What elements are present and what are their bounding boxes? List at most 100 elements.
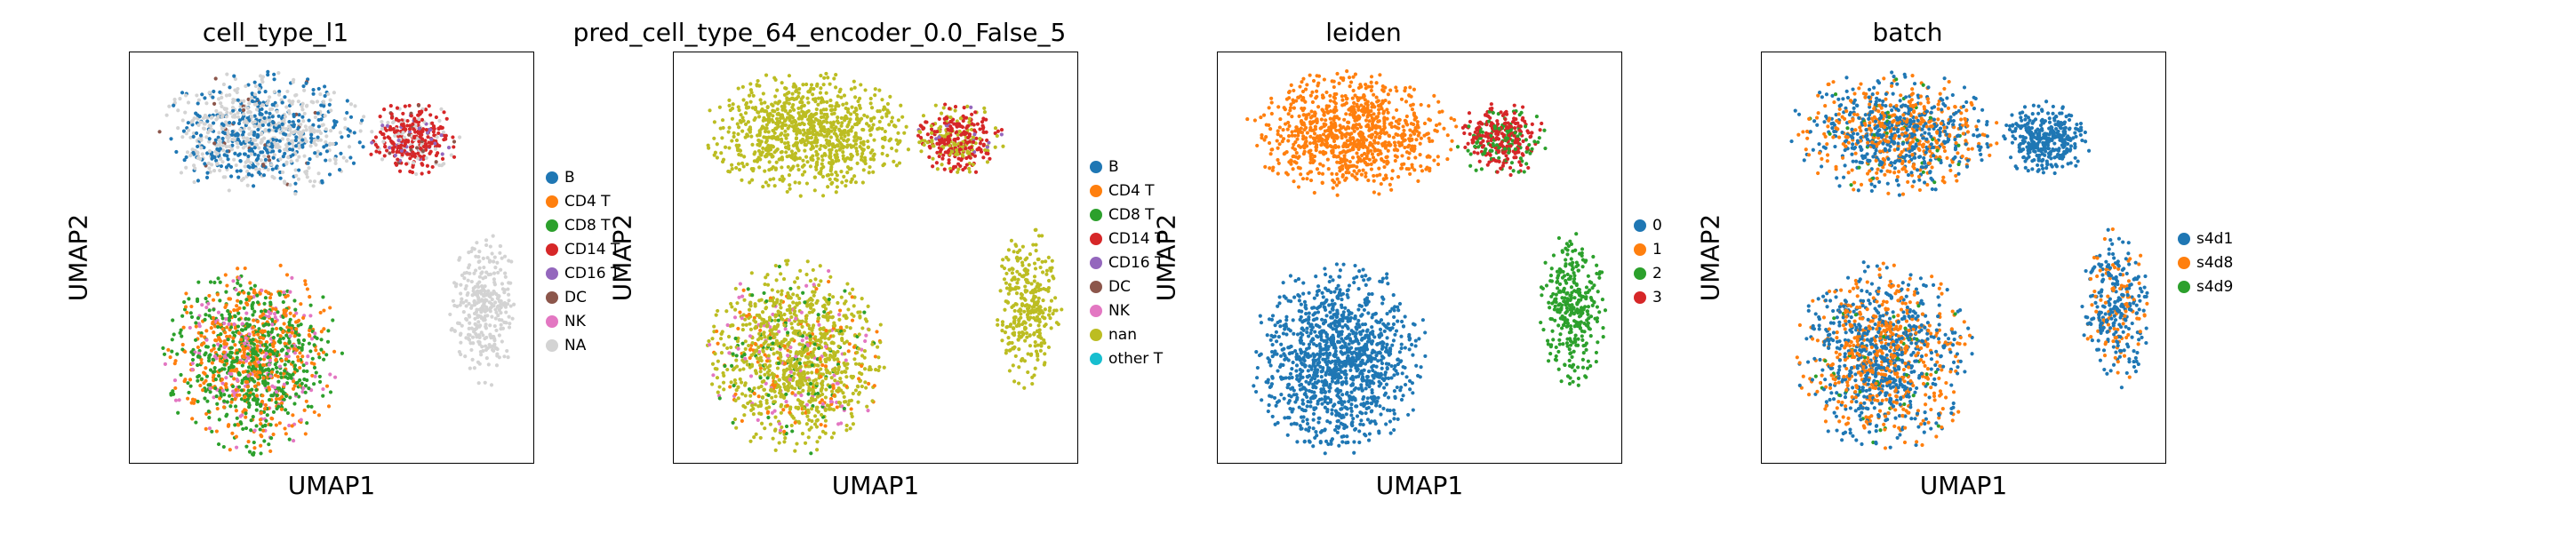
- data-point: [269, 436, 274, 441]
- data-point: [348, 155, 353, 160]
- data-point: [929, 135, 933, 139]
- data-point: [844, 375, 849, 379]
- data-point: [771, 103, 775, 107]
- data-point: [960, 145, 964, 149]
- data-point: [327, 142, 332, 147]
- data-point: [1012, 379, 1017, 384]
- data-point: [225, 110, 229, 115]
- data-point: [752, 435, 756, 440]
- data-point: [726, 169, 731, 174]
- data-point: [207, 293, 212, 298]
- data-point: [284, 127, 289, 131]
- data-point: [1022, 320, 1027, 324]
- data-point: [190, 397, 196, 402]
- data-point: [284, 273, 290, 277]
- data-point: [800, 411, 805, 416]
- data-point: [288, 183, 292, 187]
- data-point: [746, 120, 751, 124]
- data-point: [301, 386, 306, 391]
- data-point: [871, 157, 876, 162]
- data-point: [407, 130, 412, 134]
- data-point: [236, 324, 241, 329]
- data-point: [482, 298, 487, 303]
- data-point: [820, 158, 825, 163]
- data-point: [996, 322, 1000, 327]
- data-point: [327, 172, 332, 177]
- data-point: [405, 118, 410, 123]
- data-point: [1026, 308, 1030, 314]
- data-point: [459, 282, 463, 287]
- data-point: [220, 327, 225, 331]
- data-point: [207, 123, 212, 128]
- data-point: [720, 159, 725, 164]
- data-point: [765, 136, 770, 140]
- data-point: [293, 192, 298, 196]
- data-point: [370, 130, 374, 134]
- data-point: [1009, 238, 1014, 243]
- data-point: [854, 113, 859, 117]
- data-point: [766, 116, 771, 121]
- data-point: [764, 140, 768, 145]
- data-point: [1044, 287, 1048, 292]
- data-point: [743, 122, 748, 126]
- data-point: [1028, 353, 1034, 357]
- data-point: [929, 131, 934, 135]
- data-point: [199, 146, 204, 150]
- data-point: [820, 154, 825, 158]
- data-point: [788, 286, 793, 291]
- data-point: [246, 388, 251, 393]
- data-point: [715, 376, 720, 380]
- data-point: [294, 92, 299, 97]
- data-point: [316, 117, 321, 123]
- data-point: [400, 153, 404, 157]
- data-point: [1046, 286, 1052, 290]
- data-point: [308, 349, 313, 354]
- data-point: [224, 115, 229, 119]
- data-point: [300, 342, 305, 347]
- data-point: [194, 420, 198, 425]
- data-point: [439, 133, 444, 138]
- data-point: [971, 135, 976, 139]
- data-point: [816, 96, 821, 100]
- data-point: [291, 372, 295, 377]
- data-point: [285, 410, 291, 416]
- data-point: [805, 414, 810, 418]
- data-point: [945, 131, 949, 136]
- data-point: [326, 91, 331, 97]
- data-point: [766, 112, 771, 116]
- data-point: [463, 286, 468, 291]
- data-point: [999, 128, 1004, 132]
- data-point: [1033, 366, 1037, 370]
- data-point: [789, 96, 794, 100]
- data-point: [740, 84, 745, 89]
- data-point: [299, 418, 303, 422]
- data-point: [218, 168, 222, 173]
- data-point: [226, 131, 230, 136]
- data-point: [238, 104, 243, 108]
- data-point: [207, 416, 212, 420]
- data-point: [808, 278, 813, 283]
- data-point: [815, 391, 820, 396]
- data-point: [244, 84, 248, 89]
- data-point: [259, 158, 263, 163]
- data-point: [949, 129, 954, 133]
- data-point: [492, 304, 496, 308]
- data-point: [865, 115, 869, 119]
- data-point: [950, 149, 955, 154]
- data-point: [284, 144, 289, 148]
- data-point: [221, 350, 227, 354]
- data-point: [846, 110, 851, 115]
- data-point: [773, 166, 778, 171]
- data-point: [973, 170, 979, 174]
- data-point: [244, 298, 249, 302]
- data-point: [764, 73, 769, 77]
- data-point: [469, 326, 474, 330]
- data-point: [256, 154, 260, 158]
- data-point: [416, 131, 420, 135]
- data-point: [483, 289, 487, 294]
- data-point: [788, 123, 792, 129]
- data-point: [778, 302, 782, 306]
- data-point: [249, 115, 253, 119]
- data-point: [468, 271, 472, 275]
